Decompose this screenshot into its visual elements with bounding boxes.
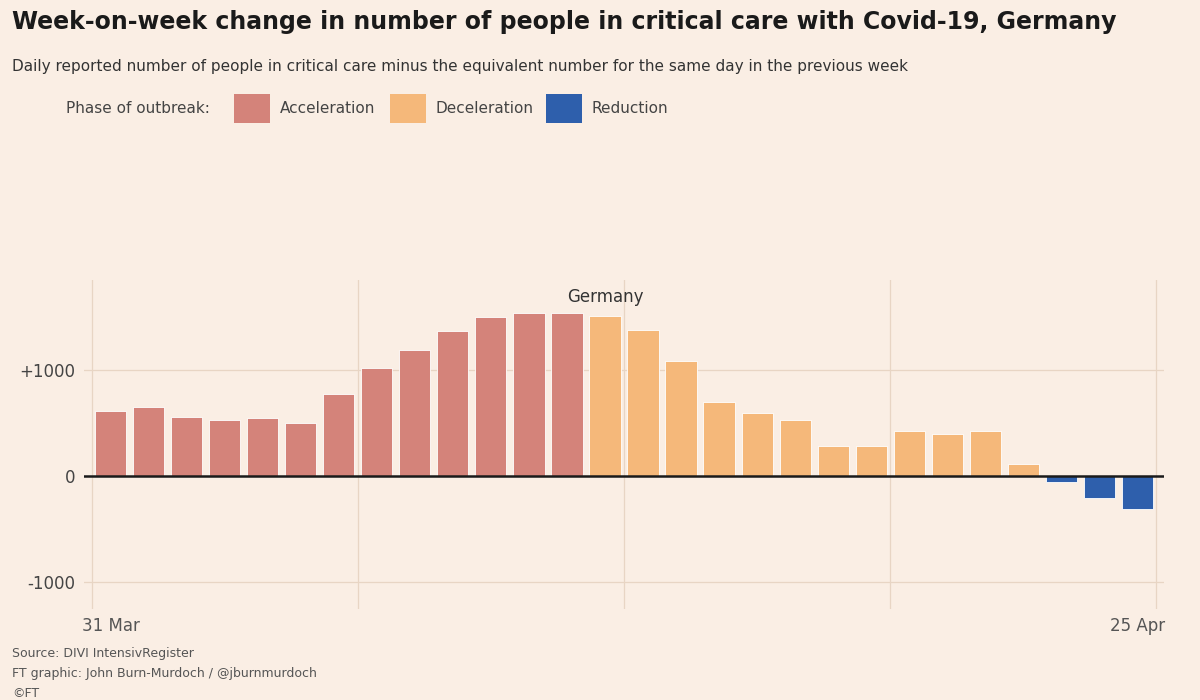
- Bar: [970, 430, 1001, 476]
- Bar: [1084, 476, 1115, 498]
- Bar: [475, 317, 506, 476]
- Text: Acceleration: Acceleration: [280, 101, 374, 116]
- Text: Germany: Germany: [566, 288, 643, 306]
- Bar: [628, 330, 659, 476]
- Bar: [551, 313, 582, 476]
- Text: Week-on-week change in number of people in critical care with Covid-19, Germany: Week-on-week change in number of people …: [12, 10, 1116, 34]
- Bar: [209, 420, 240, 476]
- Bar: [247, 419, 278, 476]
- Bar: [1008, 463, 1039, 476]
- Bar: [1122, 476, 1153, 509]
- Bar: [133, 407, 164, 476]
- Bar: [856, 446, 887, 476]
- Bar: [589, 316, 620, 476]
- Bar: [172, 417, 203, 476]
- Text: Daily reported number of people in critical care minus the equivalent number for: Daily reported number of people in criti…: [12, 60, 908, 74]
- Bar: [361, 368, 392, 476]
- Text: Reduction: Reduction: [592, 101, 668, 116]
- Bar: [323, 393, 354, 476]
- Text: Phase of outbreak:: Phase of outbreak:: [66, 101, 210, 116]
- Bar: [95, 410, 126, 476]
- Bar: [286, 423, 317, 476]
- Text: Source: DIVI IntensivRegister: Source: DIVI IntensivRegister: [12, 648, 194, 661]
- Bar: [1045, 476, 1076, 482]
- Bar: [780, 420, 811, 476]
- Text: FT graphic: John Burn-Murdoch / @jburnmurdoch: FT graphic: John Burn-Murdoch / @jburnmu…: [12, 667, 317, 680]
- Bar: [894, 430, 925, 476]
- Bar: [931, 434, 962, 476]
- Bar: [437, 331, 468, 476]
- Bar: [742, 413, 773, 476]
- Bar: [817, 446, 848, 476]
- Text: Deceleration: Deceleration: [436, 101, 534, 116]
- Bar: [703, 402, 734, 476]
- Bar: [514, 313, 545, 476]
- Text: ©FT: ©FT: [12, 687, 40, 700]
- Bar: [400, 350, 431, 476]
- Bar: [666, 360, 697, 476]
